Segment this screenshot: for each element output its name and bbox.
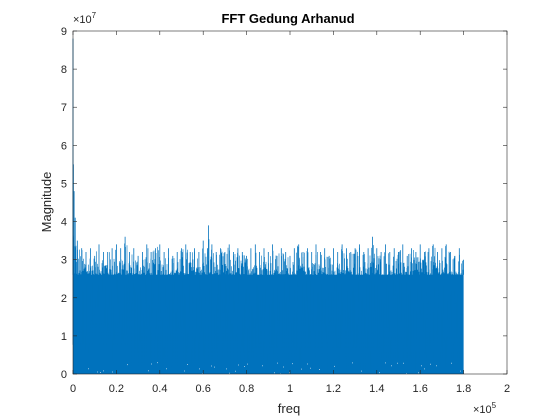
series-texture [88,362,461,375]
x-tick-label: 1.2 [326,383,341,395]
x-tick-label: 1.8 [456,383,471,395]
y-exponent-base: ×10 [73,14,92,26]
x-tick-label: 1.6 [413,383,428,395]
x-axis-label: freq [278,401,300,416]
y-tick-label: 8 [61,64,67,76]
y-tick-label: 6 [61,140,67,152]
y-tick-label: 2 [61,293,67,305]
x-tick-label: 1.4 [369,383,384,395]
y-axis-label: Magnitude [39,172,54,233]
y-tick-label: 7 [61,102,67,114]
x-exponent-base: ×10 [473,404,492,416]
y-exponent-power: 7 [92,11,97,20]
chart-title: FFT Gedung Arhanud [221,11,354,26]
x-tick-label: 0 [70,383,76,395]
x-tick-label: 0.2 [109,383,124,395]
y-tick-label: 1 [61,331,67,343]
y-tick-label: 0 [61,369,67,381]
x-tick-label: 2 [504,383,510,395]
x-tick-label: 1 [287,383,293,395]
y-tick-layer: 0 1 2 3 4 5 6 7 8 9 [61,26,507,381]
x-tick-label: 0.4 [152,383,167,395]
y-tick-label: 4 [61,217,67,229]
y-tick-label: 5 [61,178,67,190]
y-tick-label: 3 [61,255,67,267]
x-tick-layer: 0 0.2 0.4 0.6 0.8 1 1.2 1.4 1.6 1.8 2 [70,31,510,395]
x-tick-label: 0.6 [196,383,211,395]
x-exponent-power: 5 [492,401,497,410]
x-exponent: ×105 [473,401,497,416]
y-exponent: ×107 [73,11,97,26]
y-tick-label: 9 [61,26,67,38]
x-tick-label: 0.8 [239,383,254,395]
